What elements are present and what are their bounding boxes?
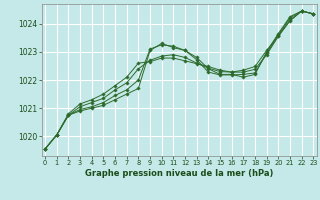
- X-axis label: Graphe pression niveau de la mer (hPa): Graphe pression niveau de la mer (hPa): [85, 169, 273, 178]
